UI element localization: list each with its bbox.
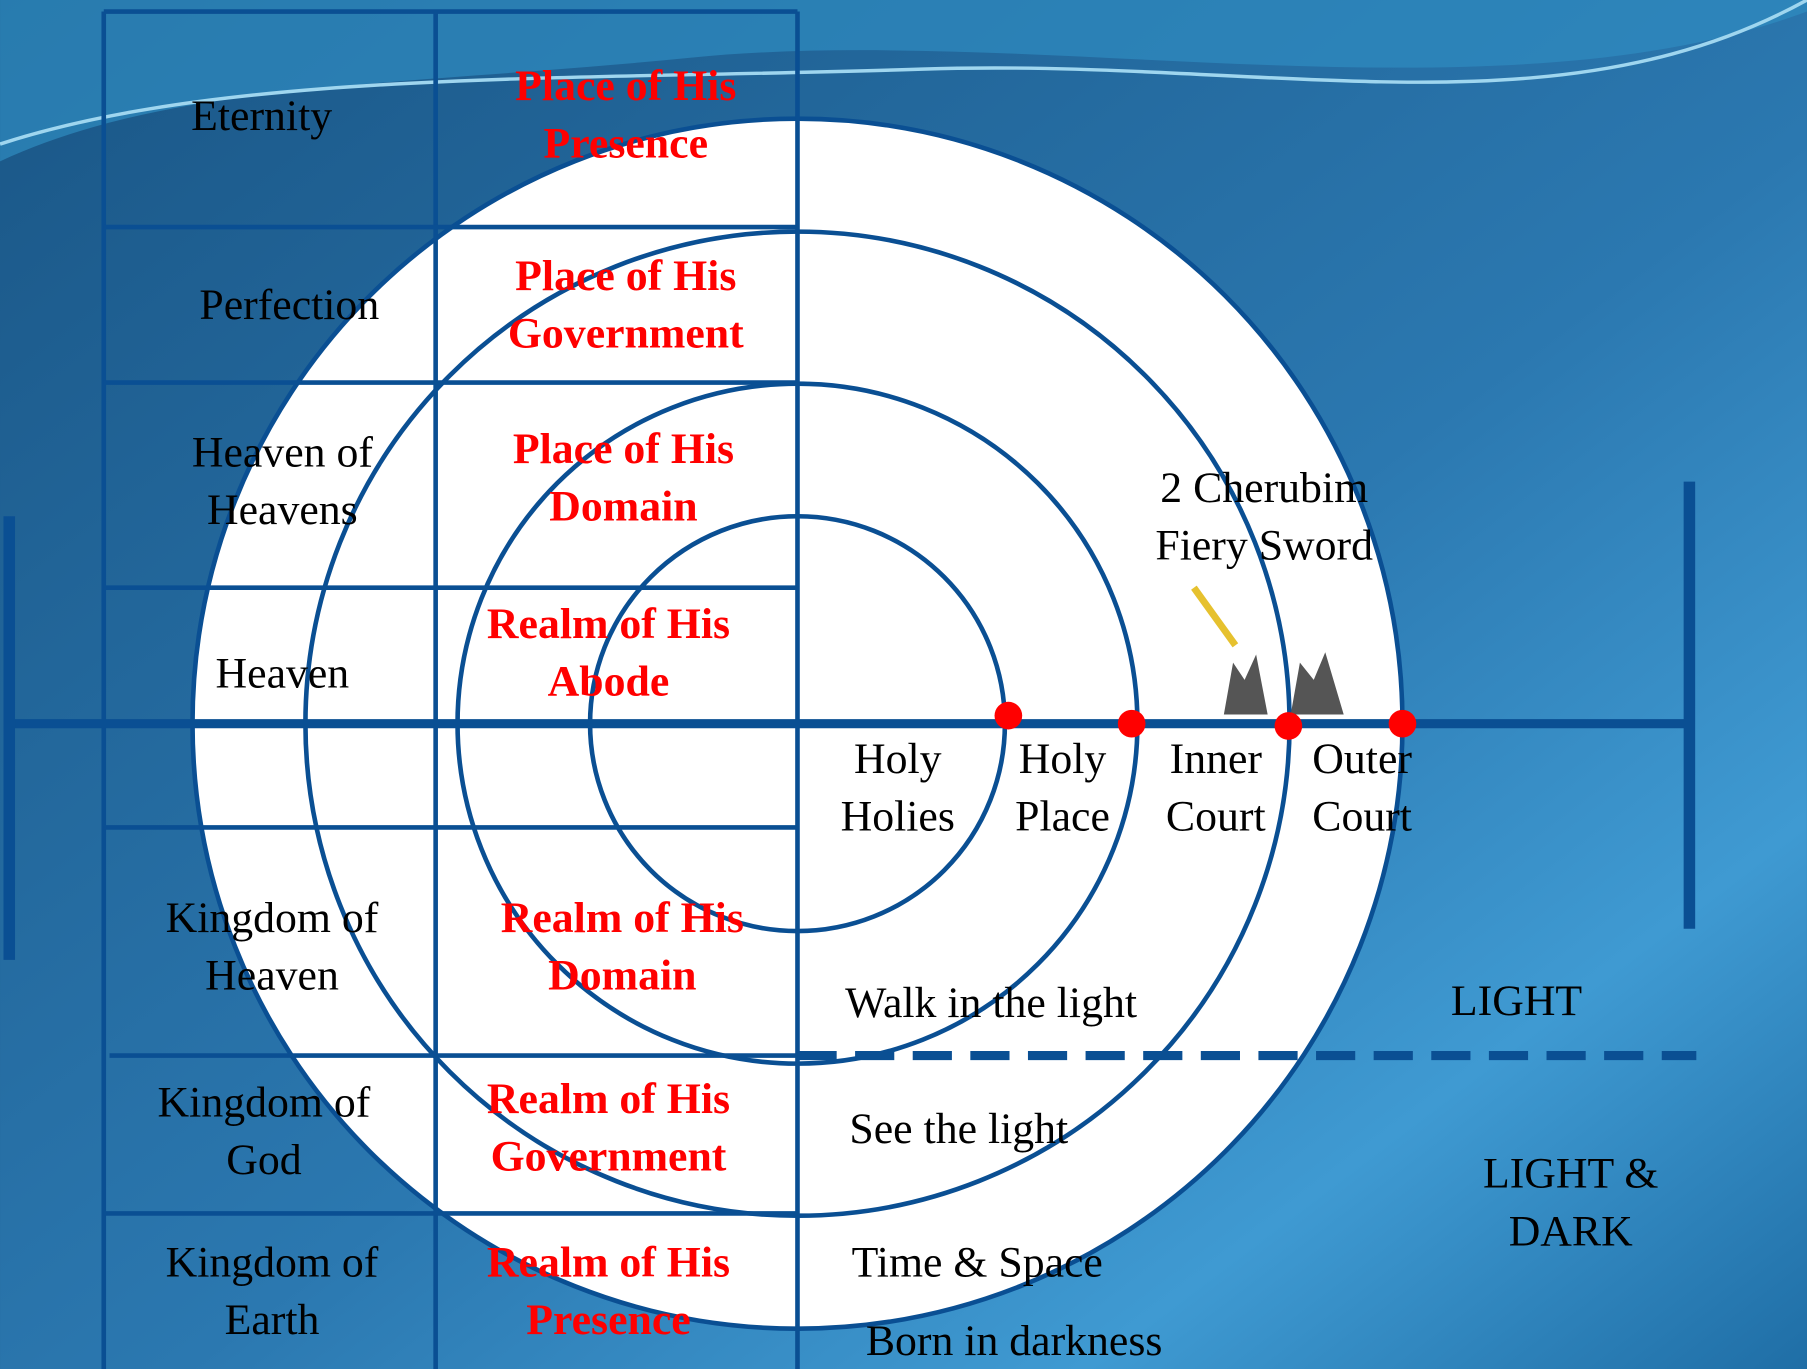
level-label: Heaven (216, 650, 350, 698)
ring-label: Holies (841, 793, 955, 841)
realm-label: Domain (549, 483, 697, 531)
level-label: Earth (225, 1296, 320, 1344)
level-label: Kingdom of (166, 894, 379, 942)
walk-label: Born in darkness (866, 1317, 1163, 1365)
ring-label: Holy (854, 735, 942, 783)
realm-label: Abode (548, 658, 670, 706)
zone-label: LIGHT & (1483, 1150, 1658, 1198)
zone-label: LIGHT (1451, 977, 1582, 1025)
level-label: Kingdom of (166, 1238, 379, 1286)
realm-label: Realm of His (487, 1075, 730, 1123)
realm-label: Place of His (515, 252, 736, 300)
slide: Eternity Place of His Presence Perfection Pl… (0, 0, 1807, 1369)
walk-label: See the light (849, 1105, 1068, 1153)
realm-label: Presence (544, 120, 708, 168)
realm-label: Domain (548, 952, 696, 1000)
walk-label: Time & Space (852, 1238, 1103, 1286)
realm-label: Realm of His (487, 600, 730, 648)
ring-label: Place (1015, 793, 1110, 841)
level-label: Perfection (199, 281, 379, 329)
realm-label: Realm of His (501, 894, 744, 942)
level-label: Heaven of (192, 428, 373, 476)
ring-label: Court (1312, 793, 1412, 841)
level-label: Heaven (205, 952, 339, 1000)
ring-label: Court (1166, 793, 1266, 841)
realm-label: Realm of His (487, 1238, 730, 1286)
level-label: God (226, 1136, 301, 1184)
zone-label: DARK (1509, 1207, 1633, 1255)
guard-label: 2 Cherubim (1160, 464, 1368, 512)
walk-label: Walk in the light (845, 979, 1137, 1027)
level-label: Heavens (207, 486, 358, 534)
ring-label: Outer (1312, 735, 1412, 783)
realm-label: Government (508, 310, 744, 358)
ring-label: Holy (1019, 735, 1107, 783)
ring-label: Inner (1170, 735, 1263, 783)
guard-label: Fiery Sword (1155, 522, 1373, 570)
level-label: Kingdom of (158, 1078, 371, 1126)
realm-label: Government (491, 1132, 727, 1180)
realm-label: Presence (526, 1296, 690, 1344)
level-label: Eternity (191, 92, 332, 140)
realm-label: Place of His (515, 62, 736, 110)
realm-label: Place of His (513, 425, 734, 473)
